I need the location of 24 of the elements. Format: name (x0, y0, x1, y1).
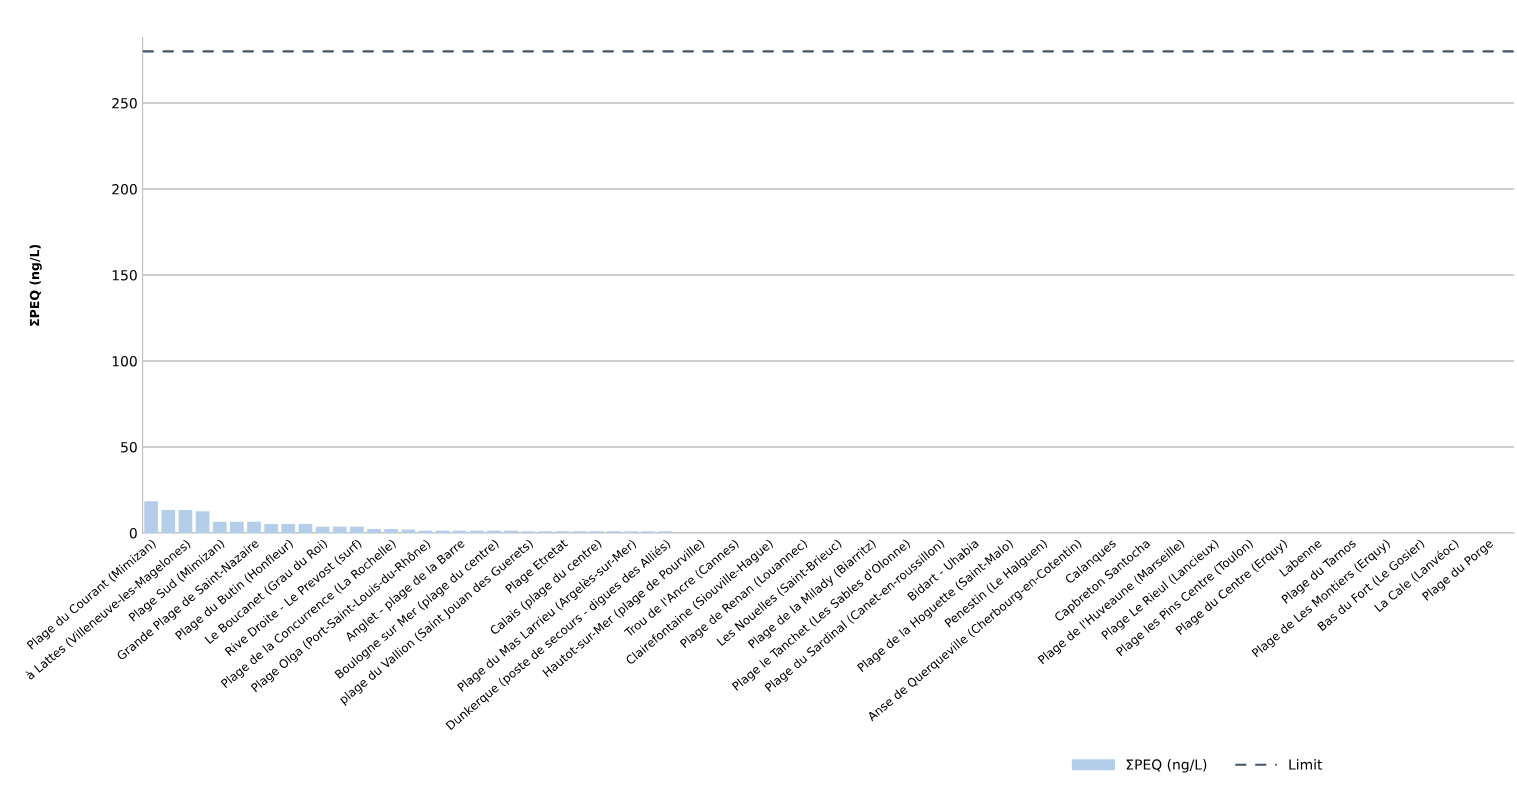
y-tick-label: 100 (112, 355, 137, 367)
bar (350, 526, 364, 534)
bar (212, 521, 227, 534)
bar (230, 521, 244, 534)
bar (384, 529, 399, 534)
y-tick-label: 0 (129, 527, 137, 539)
bar (195, 511, 210, 534)
legend-label: Limit (1289, 759, 1323, 770)
bar (247, 521, 261, 534)
y-tick-label: 150 (112, 270, 137, 281)
bar (161, 509, 176, 534)
bar (298, 524, 313, 534)
bar (144, 501, 159, 534)
bar (178, 509, 193, 534)
y-tick-label: 250 (112, 98, 137, 109)
bar (281, 524, 296, 534)
y-axis-title: ΣPEQ (ng/L) (29, 244, 42, 326)
bar (264, 524, 279, 534)
bar (332, 526, 347, 534)
legend-label: ΣPEQ (ng/L) (1126, 759, 1207, 773)
bar (367, 529, 381, 534)
bar (315, 526, 330, 534)
y-tick-label: 50 (121, 441, 137, 453)
y-tick-label: 200 (112, 184, 137, 195)
